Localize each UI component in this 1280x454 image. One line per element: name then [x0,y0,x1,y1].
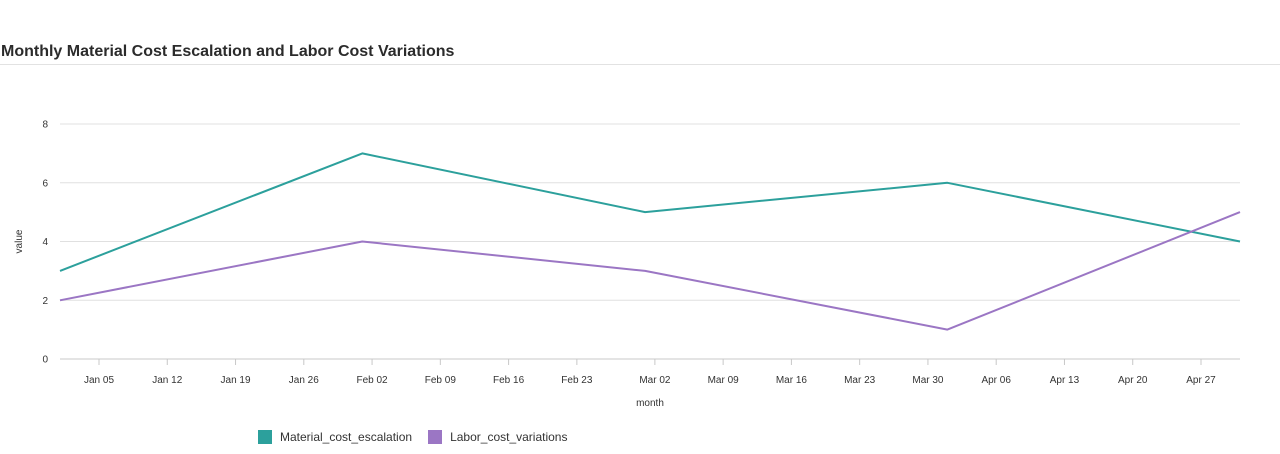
y-axis-ticks: 0 2 4 6 8 [42,120,48,366]
legend-swatch [428,430,443,444]
chart-legend: Material_cost_escalation Labor_cost_varia… [258,430,583,444]
x-tick-label: Mar 30 [912,375,944,386]
x-tick-label: Mar 16 [776,375,808,386]
y-tick-label: 2 [42,296,48,307]
x-tick-label: Apr 20 [1118,375,1148,386]
x-axis-label: month [636,398,664,409]
x-tick-label: Jan 12 [152,375,182,386]
x-tick-label: Apr 13 [1050,375,1080,386]
x-tick-label: Mar 23 [844,375,876,386]
series-line[interactable] [59,211,1241,331]
x-tick-label: Jan 19 [221,375,251,386]
x-tick-label: Jan 26 [289,375,319,386]
x-tick-label: Apr 27 [1186,375,1216,386]
y-tick-label: 6 [42,178,48,189]
legend-label: Material_cost_escalation [280,430,413,444]
y-tick-label: 4 [42,237,48,248]
legend-label: Labor_cost_variations [450,430,568,444]
y-tick-label: 8 [42,120,48,131]
legend-item[interactable]: Labor_cost_variations [428,430,567,444]
x-tick-label: Feb 23 [561,375,593,386]
x-tick-label: Feb 16 [493,375,525,386]
chart-header: Monthly Material Cost Escalation and Lab… [0,0,1280,65]
y-axis-label: value [14,229,25,253]
x-tick-label: Feb 09 [425,375,457,386]
x-tick-label: Feb 02 [356,375,388,386]
x-tick-label: Mar 09 [708,375,740,386]
x-tick-label: Mar 02 [639,375,671,386]
legend-item[interactable]: Material_cost_escalation [258,430,412,444]
x-tick-label: Jan 05 [84,375,114,386]
y-tick-label: 0 [42,355,48,366]
legend-swatch [258,430,272,444]
x-tick-label: Apr 06 [981,375,1011,386]
x-axis-ticks: Jan 05 Jan 12 Jan 19 Jan 26 Feb 02 Feb 09 Feb … [84,359,1216,386]
chart-title: Monthly Material Cost Escalation and Lab… [1,43,455,60]
series-line[interactable] [59,152,1241,272]
series-lines [59,152,1241,331]
grid-lines [60,123,1240,360]
